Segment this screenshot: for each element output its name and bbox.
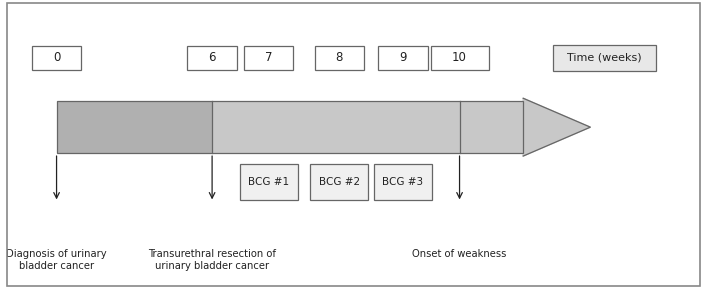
FancyBboxPatch shape	[32, 45, 81, 70]
Text: Transurethral resection of
urinary bladder cancer: Transurethral resection of urinary bladd…	[148, 249, 276, 271]
Text: 7: 7	[265, 51, 272, 64]
Text: BCG #2: BCG #2	[319, 177, 360, 187]
FancyBboxPatch shape	[187, 45, 237, 70]
Text: 0: 0	[53, 51, 60, 64]
Text: Time (weeks): Time (weeks)	[567, 53, 642, 63]
Text: Diagnosis of urinary
bladder cancer: Diagnosis of urinary bladder cancer	[6, 249, 107, 271]
FancyBboxPatch shape	[553, 45, 656, 71]
FancyBboxPatch shape	[374, 164, 432, 200]
Bar	[57, 101, 523, 153]
FancyBboxPatch shape	[310, 164, 368, 200]
Text: Onset of weakness: Onset of weakness	[412, 249, 507, 259]
Text: 9: 9	[399, 51, 407, 64]
FancyBboxPatch shape	[431, 45, 489, 70]
FancyBboxPatch shape	[244, 45, 293, 70]
Polygon shape	[523, 98, 590, 156]
Text: 8: 8	[336, 51, 343, 64]
Bar	[57, 101, 212, 153]
FancyBboxPatch shape	[315, 45, 364, 70]
Text: BCG #3: BCG #3	[382, 177, 423, 187]
FancyBboxPatch shape	[240, 164, 298, 200]
Text: 6: 6	[209, 51, 216, 64]
FancyBboxPatch shape	[378, 45, 428, 70]
Bar	[212, 101, 523, 153]
Text: 10: 10	[452, 51, 467, 64]
Text: BCG #1: BCG #1	[248, 177, 289, 187]
